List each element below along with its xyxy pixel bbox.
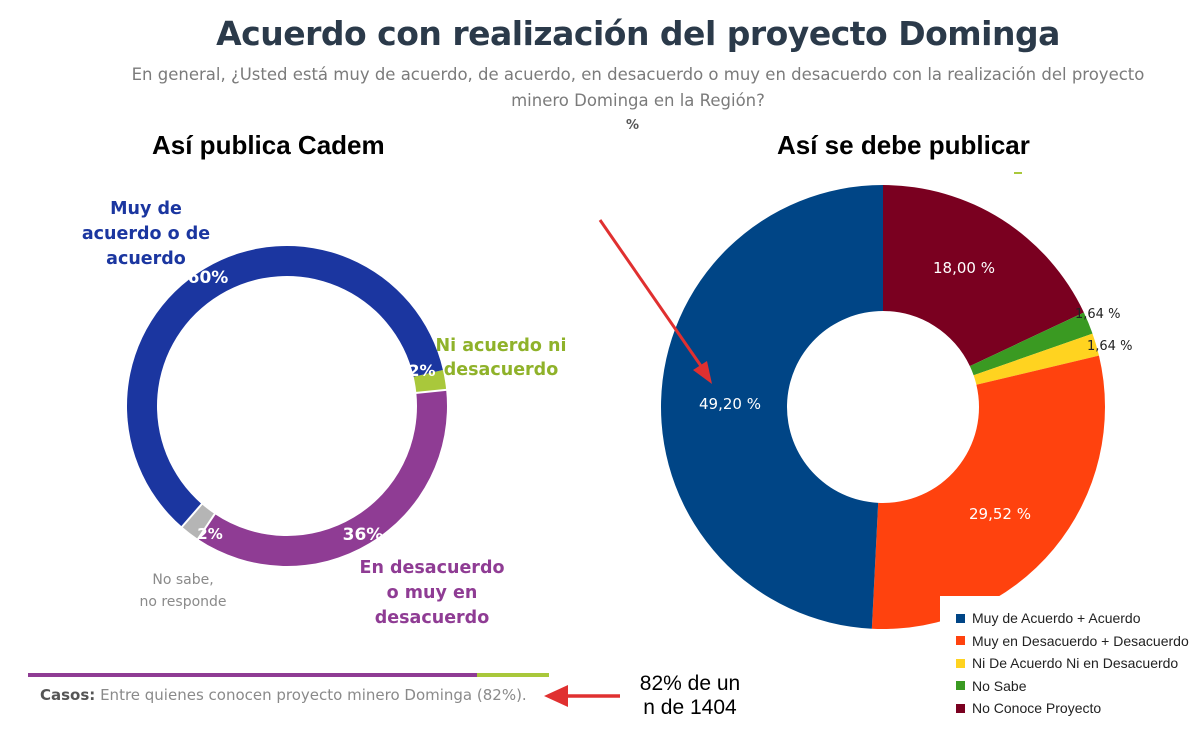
value-label-muy-en-desacuerdo-desacuerdo: 29,52 % xyxy=(969,505,1031,523)
cadem-category-label: Muy de acuerdo o de acuerdo xyxy=(82,199,210,269)
legend-item-muy-en-desacuerdo-desacuerdo: Muy en Desacuerdo + Desacuerdo xyxy=(956,631,1189,651)
legend-swatch xyxy=(956,613,965,623)
left-heading: Así publica Cadem xyxy=(152,130,385,160)
cadem-category-label: Ni acuerdo ni desacuerdo xyxy=(436,336,567,380)
slice-no-sabe xyxy=(969,312,1093,376)
annotation-line-1: 82% de un xyxy=(639,672,741,695)
question-line-2: minero Dominga en la Región? xyxy=(511,91,765,110)
footer-stripe-purple xyxy=(28,673,477,677)
slice-no-conoce-proyecto xyxy=(883,185,1084,367)
question-text: En general, ¿Usted está muy de acuerdo, … xyxy=(128,62,1148,114)
value-label-ni-de-acuerdo-ni-en-desacuerdo: 1,64 % xyxy=(1087,339,1132,354)
legend-item-ni-de-acuerdo-ni-en-desacuerdo: Ni De Acuerdo Ni en Desacuerdo xyxy=(956,653,1178,673)
cadem-value-label: 36% xyxy=(343,525,384,545)
percent-symbol: % xyxy=(626,118,640,133)
legend-label: No Sabe xyxy=(972,677,1027,694)
cadem-value-label: 60% xyxy=(188,268,229,288)
legend-item-no-sabe: No Sabe xyxy=(956,676,1026,696)
legend-label: No Conoce Proyecto xyxy=(972,700,1102,716)
legend-swatch xyxy=(956,658,965,668)
legend-item-no-conoce-proyecto: No Conoce Proyecto xyxy=(956,698,1101,718)
corrected-donut-chart: 18,00 % 1,64 % 1,64 % 29,52 % 49,20 % xyxy=(661,172,1132,630)
value-label-no-sabe: 1,64 % xyxy=(1075,307,1120,322)
cadem-donut-chart: 60% 2% 36% 2% Muy de acuerdo o de acuerdo Ni ac… xyxy=(82,199,567,628)
cadem-slice-separator xyxy=(415,388,448,394)
legend-swatch xyxy=(956,636,965,645)
value-label-no-conoce-proyecto: 18,00 % xyxy=(933,259,995,277)
footer-stripe-green xyxy=(477,673,549,677)
sample-note: Casos: Entre quienes conocen proyecto mi… xyxy=(40,686,527,704)
legend-swatch xyxy=(956,703,965,713)
question-line-1: En general, ¿Usted está muy de acuerdo, … xyxy=(131,65,1145,84)
right-heading: Así se debe publicar xyxy=(777,130,1030,160)
cadem-slice-separator xyxy=(180,502,204,529)
legend-label: Ni De Acuerdo Ni en Desacuerdo xyxy=(972,655,1179,671)
legend-label: Muy de Acuerdo + Acuerdo xyxy=(972,610,1141,626)
red-arrow-diagonal xyxy=(598,219,712,384)
cadem-slice-no-sabe-no-responde xyxy=(182,504,215,539)
slice-ni-de-acuerdo-ni-en-desacuerdo xyxy=(973,333,1099,385)
sample-note-label: Casos: xyxy=(40,686,96,704)
legend-label: Muy en Desacuerdo + Desacuerdo xyxy=(972,632,1189,649)
sample-note-text: Entre quienes conocen proyecto minero Do… xyxy=(100,686,527,704)
legend-swatch xyxy=(956,681,965,690)
cadem-slice-ni-acuerdo-ni-desacuerdo xyxy=(413,370,447,393)
chart-title: Acuerdo con realización del proyecto Dom… xyxy=(216,14,1060,53)
slice-muy-en-desacuerdo-desacuerdo xyxy=(871,355,1105,630)
slice-muy-de-acuerdo-acuerdo xyxy=(661,185,883,629)
cadem-slice-separator xyxy=(196,512,217,541)
red-arrow-left xyxy=(544,685,620,707)
cadem-value-label: 2% xyxy=(408,361,435,380)
cadem-slice-en-desacuerdo-o-muy-en-desacuerdo xyxy=(197,389,447,567)
annotation-line-2: n de 1404 xyxy=(643,696,737,719)
legend-item-muy-de-acuerdo-acuerdo: Muy de Acuerdo + Acuerdo xyxy=(956,608,1141,628)
chart-legend: Muy de Acuerdo + Acuerdo Muy en Desacuerd… xyxy=(940,596,1200,736)
cadem-value-label: 2% xyxy=(197,525,222,543)
cadem-slice-muy-de-acuerdo-o-de-acuerdo xyxy=(127,246,443,527)
value-label-muy-de-acuerdo-acuerdo: 49,20 % xyxy=(699,395,761,413)
cadem-category-label: En desacuerdo o muy en desacuerdo xyxy=(359,558,504,628)
cadem-category-label: No sabe, no responde xyxy=(139,572,226,610)
annotation-note: 82% de un n de 1404 xyxy=(625,672,755,720)
